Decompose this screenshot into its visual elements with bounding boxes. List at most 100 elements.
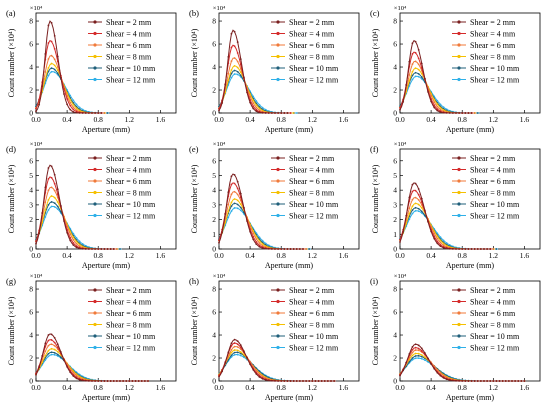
data-point — [119, 380, 121, 382]
data-point — [112, 248, 115, 250]
data-point — [50, 333, 53, 336]
panel-label: (b) — [189, 8, 199, 18]
data-point — [47, 58, 50, 60]
data-point — [128, 380, 131, 382]
data-point — [408, 207, 411, 210]
x-tick-label: 0.8 — [94, 383, 104, 392]
data-point — [252, 95, 255, 98]
data-point — [47, 204, 50, 206]
data-point — [448, 379, 451, 381]
legend-label: Shear = 8 mm — [289, 189, 335, 198]
data-point — [230, 351, 233, 354]
data-point — [436, 109, 439, 112]
y-tick-label: 0 — [29, 377, 33, 386]
legend-item: Shear = 2 mm — [88, 154, 152, 163]
data-point — [69, 239, 72, 242]
legend-label: Shear = 2 mm — [470, 154, 516, 163]
x-tick-label: 1.6 — [520, 115, 530, 124]
data-point — [53, 68, 56, 71]
data-point — [239, 354, 242, 357]
legend-item: Shear = 2 mm — [452, 154, 516, 163]
legend-item: Shear = 12 mm — [452, 344, 520, 353]
data-point — [125, 380, 128, 382]
data-point — [252, 99, 255, 102]
panel-label: (g) — [6, 276, 16, 286]
data-point — [239, 351, 242, 353]
data-point — [417, 354, 420, 357]
data-point — [106, 112, 109, 114]
data-point — [436, 242, 439, 245]
data-point — [414, 196, 417, 199]
data-point — [433, 101, 436, 103]
data-point — [445, 108, 448, 111]
data-point — [433, 232, 436, 235]
data-point — [298, 380, 301, 382]
data-point — [414, 75, 417, 78]
legend-item: Shear = 4 mm — [452, 298, 516, 307]
x-tick-label: 0.0 — [31, 115, 41, 124]
legend-item: Shear = 6 mm — [271, 41, 335, 50]
data-point — [38, 232, 41, 235]
data-point — [236, 66, 239, 69]
data-point — [333, 380, 336, 382]
legend-item: Shear = 4 mm — [271, 30, 335, 39]
data-point — [436, 232, 439, 235]
data-point — [411, 78, 414, 81]
data-point — [75, 107, 78, 110]
series-6mm — [399, 60, 476, 114]
legend-item: Shear = 2 mm — [452, 286, 516, 295]
data-point — [411, 74, 414, 77]
data-point — [38, 366, 41, 369]
legend-label: Shear = 10 mm — [106, 332, 156, 341]
legend-item: Shear = 8 mm — [271, 321, 335, 330]
legend-item: Shear = 10 mm — [88, 200, 156, 209]
data-point — [236, 180, 239, 183]
data-point — [53, 344, 56, 347]
data-point — [411, 190, 414, 193]
legend: Shear = 2 mm Shear = 4 mm Shear = 6 mm Shea… — [88, 286, 156, 353]
data-point — [53, 353, 56, 356]
x-tick-label: 1.6 — [156, 115, 166, 124]
legend-label: Shear = 4 mm — [289, 166, 335, 175]
data-point — [255, 108, 258, 111]
data-point — [81, 108, 84, 111]
y-tick-label: 0 — [393, 377, 397, 386]
data-point — [289, 248, 292, 250]
data-point — [423, 77, 426, 80]
data-point — [277, 112, 280, 114]
legend-item: Shear = 2 mm — [271, 286, 335, 295]
data-point — [41, 354, 44, 357]
data-point — [402, 231, 405, 233]
data-point — [233, 73, 236, 75]
data-point — [427, 220, 429, 223]
y-tick-label: 5 — [212, 171, 216, 180]
y-tick-label: 2 — [393, 354, 397, 363]
data-point — [489, 248, 492, 250]
legend-label: Shear = 12 mm — [470, 344, 520, 353]
data-point — [242, 76, 245, 79]
data-point — [326, 380, 329, 382]
legend-item: Shear = 10 mm — [452, 332, 520, 341]
legend-item: Shear = 6 mm — [271, 177, 335, 186]
data-point — [47, 24, 50, 27]
panel-e: 0.0 0.4 0.8 1.2 1.6 0 1 2 3 4 5 6 (e) ×10⁴ Count numbe… — [189, 141, 360, 270]
x-axis-label: Aperture (mm) — [446, 125, 495, 134]
legend: Shear = 2 mm Shear = 4 mm Shear = 6 mm Shea… — [452, 154, 520, 221]
data-point — [44, 209, 47, 211]
panel-label: (d) — [6, 144, 16, 154]
series-line — [218, 173, 303, 250]
legend: Shear = 2 mm Shear = 4 mm Shear = 6 mm Shea… — [452, 18, 520, 85]
data-point — [423, 214, 426, 217]
data-point — [433, 106, 436, 109]
data-point — [461, 112, 464, 114]
data-point — [308, 380, 311, 382]
legend-item: Shear = 12 mm — [452, 212, 520, 221]
panel-label: (f) — [370, 144, 379, 154]
x-tick-label: 0.8 — [94, 115, 104, 124]
data-point — [417, 344, 420, 347]
data-point — [53, 196, 56, 199]
data-point — [261, 247, 264, 249]
data-point — [408, 74, 411, 76]
series-10mm — [218, 351, 336, 382]
data-point — [504, 380, 507, 382]
